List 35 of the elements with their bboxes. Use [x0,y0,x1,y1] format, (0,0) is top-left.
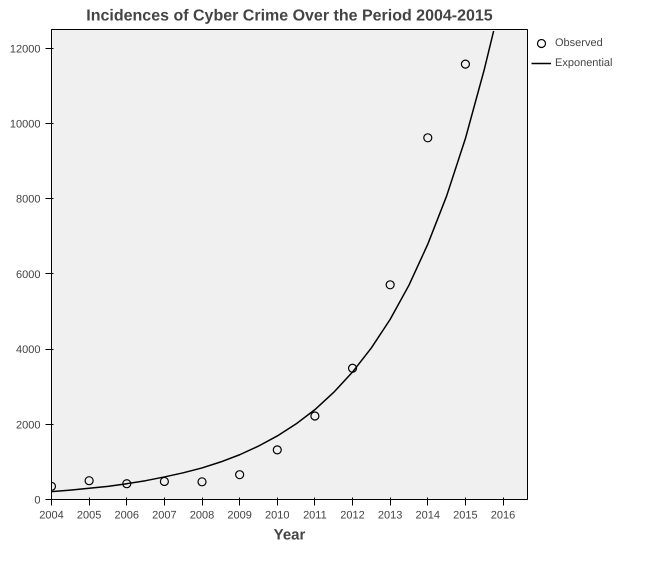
x-tick-label: 2010 [265,510,290,522]
x-tick-label: 2007 [152,510,177,522]
point [310,411,320,421]
legend-label: Exponential [555,57,612,69]
y-tick-label: 6000 [16,268,41,281]
x-tick-label: 2012 [340,510,365,522]
point [423,133,432,142]
y-tick-label: 8000 [16,194,41,206]
x-tick-label: 2014 [416,510,440,522]
y-tick-label: 4000 [16,344,41,356]
point [84,476,94,486]
point [386,280,395,290]
point [197,477,207,486]
x-tick-label: 2011 [303,510,327,522]
legend-label: Observed [555,37,603,49]
x-tick-label: 2009 [227,510,252,522]
x-axis-title: Year [274,526,306,544]
x-tick-label: 2013 [378,510,402,522]
x-tick-label: 2015 [453,510,478,522]
point [235,470,244,480]
point [460,60,470,69]
chart-title: Incidences of Cyber Crime Over the Period 2004-2015 [86,8,493,24]
x-tick-label: 2016 [490,510,516,522]
point [348,364,358,373]
y-tick-label: 10000 [10,118,41,130]
y-tick-label: 0 [34,494,41,506]
y-tick-label: 2000 [16,419,41,432]
x-tick-label: 2008 [190,510,214,522]
point [122,479,132,488]
point [160,476,169,486]
point [272,445,282,454]
x-tick-label: 2004 [39,510,64,522]
y-tick-label: 12000 [10,43,41,56]
x-tick-label: 2006 [114,510,140,522]
x-tick-label: 2005 [76,510,102,522]
